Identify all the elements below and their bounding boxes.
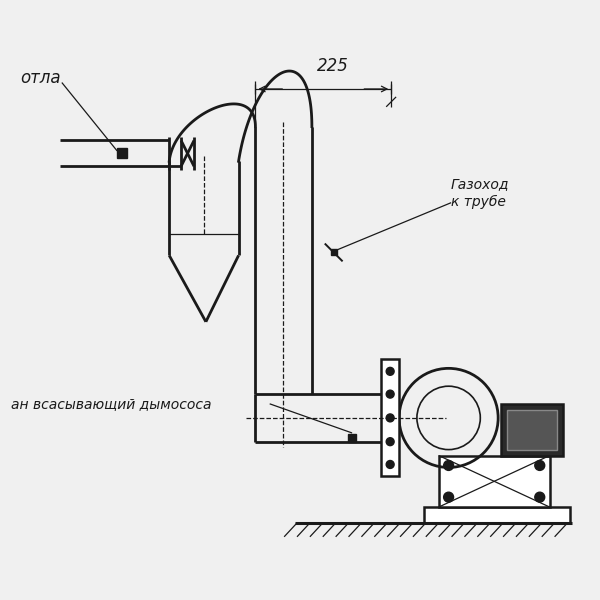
- Text: Газоход
к трубе: Газоход к трубе: [451, 177, 509, 209]
- Text: 225: 225: [317, 57, 349, 75]
- Circle shape: [386, 390, 394, 398]
- Text: ан всасывающий дымососа: ан всасывающий дымососа: [11, 397, 211, 411]
- Circle shape: [535, 492, 545, 502]
- Circle shape: [386, 461, 394, 469]
- Circle shape: [386, 438, 394, 446]
- Bar: [439, 455, 550, 507]
- Bar: [381, 359, 399, 476]
- Bar: [501, 404, 563, 455]
- Circle shape: [443, 492, 454, 502]
- Circle shape: [386, 414, 394, 422]
- Circle shape: [443, 461, 454, 470]
- Circle shape: [535, 461, 545, 470]
- Text: отла: отла: [20, 69, 61, 87]
- Bar: [507, 410, 557, 449]
- Bar: [424, 507, 571, 523]
- Circle shape: [386, 367, 394, 375]
